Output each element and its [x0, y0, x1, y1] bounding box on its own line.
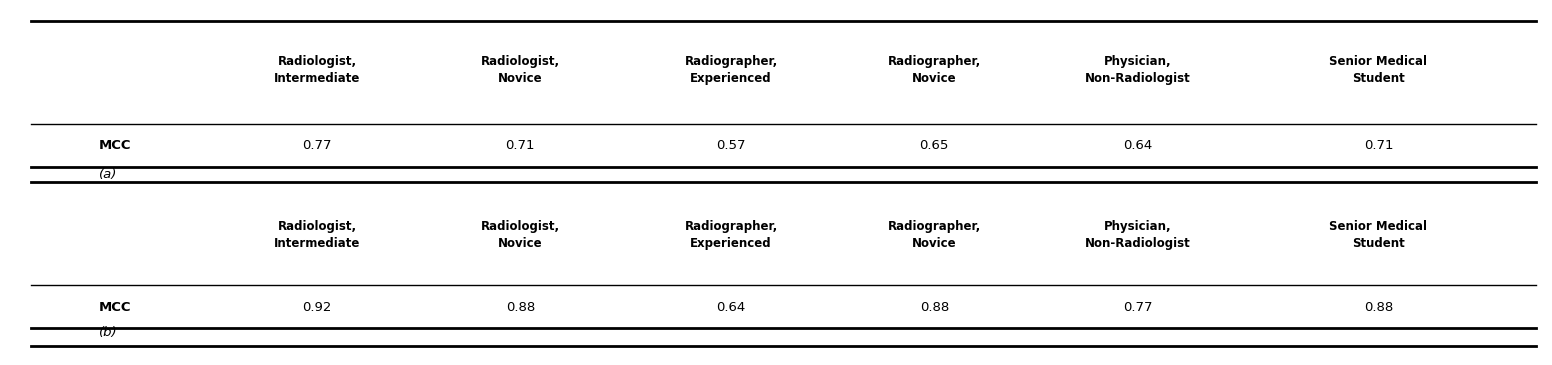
Text: MCC: MCC: [99, 139, 132, 153]
Text: 0.92: 0.92: [303, 300, 332, 314]
Text: Physician,
Non-Radiologist: Physician, Non-Radiologist: [1085, 55, 1190, 85]
Text: 0.65: 0.65: [920, 139, 948, 153]
Text: Radiographer,
Novice: Radiographer, Novice: [888, 220, 981, 250]
Text: Senior Medical
Student: Senior Medical Student: [1330, 55, 1428, 85]
Text: Radiologist,
Intermediate: Radiologist, Intermediate: [273, 55, 360, 85]
Text: (b): (b): [99, 326, 118, 339]
Text: 0.88: 0.88: [506, 300, 535, 314]
Text: (a): (a): [99, 168, 116, 181]
Text: Senior Medical
Student: Senior Medical Student: [1330, 220, 1428, 250]
Text: 0.57: 0.57: [717, 139, 747, 153]
Text: Radiologist,
Novice: Radiologist, Novice: [481, 55, 560, 85]
Text: Radiographer,
Novice: Radiographer, Novice: [888, 55, 981, 85]
Text: 0.64: 0.64: [717, 300, 745, 314]
Text: 0.71: 0.71: [506, 139, 535, 153]
Text: Physician,
Non-Radiologist: Physician, Non-Radiologist: [1085, 220, 1190, 250]
Text: 0.77: 0.77: [1122, 300, 1152, 314]
Text: Radiographer,
Experienced: Radiographer, Experienced: [684, 220, 778, 250]
Text: 0.88: 0.88: [1364, 300, 1394, 314]
Text: Radiologist,
Intermediate: Radiologist, Intermediate: [273, 220, 360, 250]
Text: Radiologist,
Novice: Radiologist, Novice: [481, 220, 560, 250]
Text: MCC: MCC: [99, 300, 132, 314]
Text: 0.71: 0.71: [1364, 139, 1394, 153]
Text: 0.77: 0.77: [303, 139, 332, 153]
Text: 0.88: 0.88: [920, 300, 948, 314]
Text: 0.64: 0.64: [1124, 139, 1152, 153]
Text: Radiographer,
Experienced: Radiographer, Experienced: [684, 55, 778, 85]
